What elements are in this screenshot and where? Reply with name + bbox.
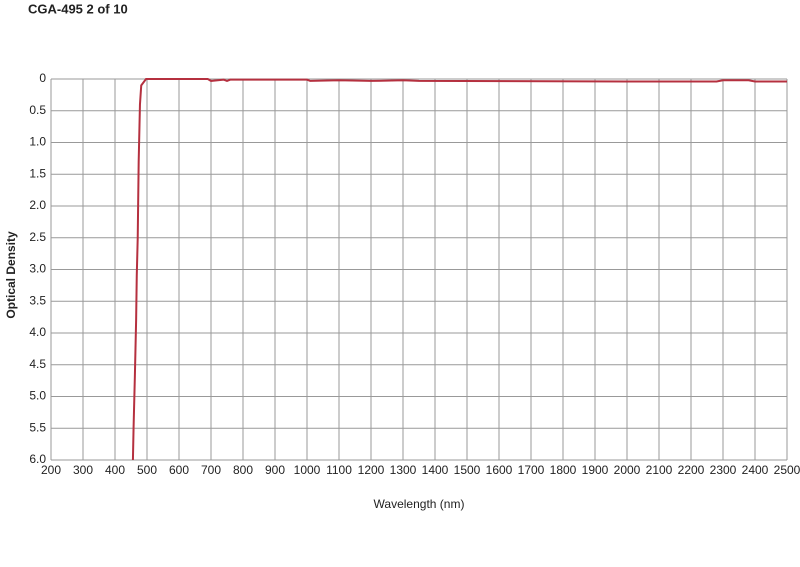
y-tick-label: 6.0 bbox=[29, 452, 46, 466]
x-tick-label: 1200 bbox=[358, 463, 385, 477]
y-tick-label: 3.5 bbox=[29, 293, 46, 307]
x-tick-label: 2500 bbox=[774, 463, 800, 477]
y-axis-title: Optical Density bbox=[4, 231, 18, 319]
x-tick-label: 1800 bbox=[550, 463, 577, 477]
y-tick-label: 0 bbox=[39, 71, 46, 85]
y-tick-label: 4.5 bbox=[29, 357, 46, 371]
y-tick-label: 1.0 bbox=[29, 135, 46, 149]
y-tick-label: 5.5 bbox=[29, 420, 46, 434]
y-tick-label: 4.0 bbox=[29, 325, 46, 339]
x-tick-label: 1700 bbox=[518, 463, 545, 477]
x-tick-label: 300 bbox=[73, 463, 93, 477]
x-tick-label: 1300 bbox=[390, 463, 417, 477]
y-tick-label: 0.5 bbox=[29, 103, 46, 117]
x-tick-label: 200 bbox=[41, 463, 61, 477]
x-tick-label: 400 bbox=[105, 463, 125, 477]
x-tick-label: 1000 bbox=[294, 463, 321, 477]
x-tick-label: 1900 bbox=[582, 463, 609, 477]
x-tick-label: 2100 bbox=[646, 463, 673, 477]
x-tick-label: 2400 bbox=[742, 463, 769, 477]
y-tick-label: 5.0 bbox=[29, 389, 46, 403]
x-tick-label: 1600 bbox=[486, 463, 513, 477]
x-tick-label: 800 bbox=[233, 463, 253, 477]
x-tick-label: 2200 bbox=[678, 463, 705, 477]
x-tick-label: 2000 bbox=[614, 463, 641, 477]
y-tick-label: 2.5 bbox=[29, 230, 46, 244]
x-tick-label: 600 bbox=[169, 463, 189, 477]
x-tick-label: 2300 bbox=[710, 463, 737, 477]
y-tick-label: 1.5 bbox=[29, 166, 46, 180]
x-tick-label: 1100 bbox=[326, 463, 352, 477]
x-tick-label: 1400 bbox=[422, 463, 449, 477]
data-line bbox=[131, 78, 787, 461]
x-tick-label: 900 bbox=[265, 463, 285, 477]
x-axis-title: Wavelength (nm) bbox=[374, 497, 465, 511]
chart-title: CGA-495 2 of 10 bbox=[28, 1, 128, 16]
x-tick-label: 500 bbox=[137, 463, 157, 477]
x-tick-label: 700 bbox=[201, 463, 221, 477]
y-tick-label: 3.0 bbox=[29, 262, 46, 276]
x-tick-label: 1500 bbox=[454, 463, 481, 477]
y-tick-label: 2.0 bbox=[29, 198, 46, 212]
